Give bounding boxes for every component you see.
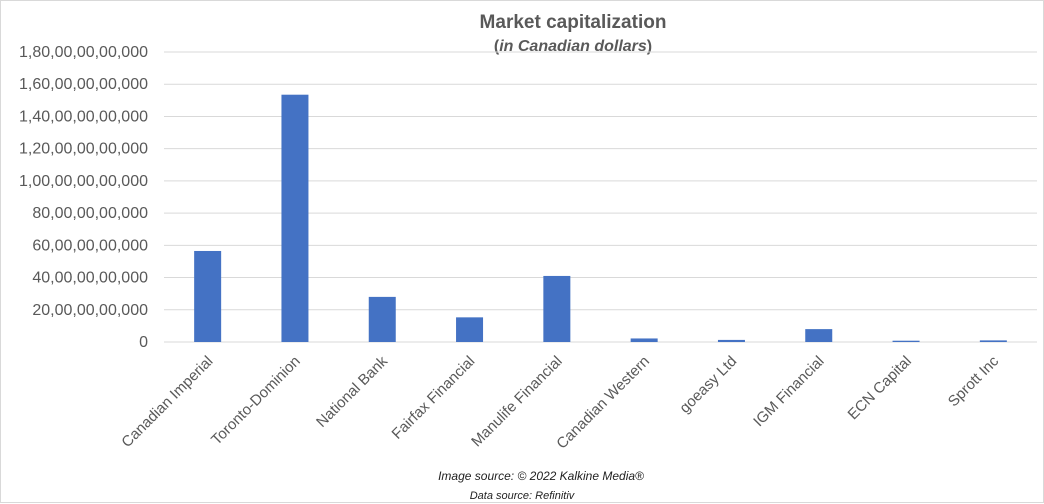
- y-tick-label: 1,80,00,00,00,000: [19, 44, 148, 61]
- x-tick-label: Manulife Financial: [468, 353, 566, 451]
- bar: [368, 296, 396, 342]
- y-tick-label: 60,00,00,00,000: [32, 237, 148, 254]
- y-tick-label: 40,00,00,00,000: [32, 270, 148, 287]
- y-tick-label: 1,00,00,00,00,000: [19, 173, 148, 190]
- bar: [456, 317, 484, 342]
- x-tick-label: Toronto-Dominion: [208, 353, 304, 449]
- bar: [892, 340, 920, 342]
- y-tick-label: 0: [139, 334, 148, 351]
- x-tick-label: Fairfax Financial: [389, 353, 479, 443]
- image-source-note: Image source: © 2022 Kalkine Media®: [438, 469, 644, 483]
- bar: [194, 250, 222, 342]
- x-tick-label: Sprott Inc: [945, 352, 1003, 410]
- bar: [979, 340, 1007, 342]
- chart-subtitle: (in Canadian dollars): [494, 38, 652, 55]
- y-tick-label: 1,40,00,00,00,000: [19, 108, 148, 125]
- y-tick-label: 20,00,00,00,000: [32, 302, 148, 319]
- x-tick-label: IGM Financial: [750, 353, 827, 430]
- bar: [717, 339, 745, 342]
- gridlines: [164, 51, 1037, 343]
- x-tick-label: National Bank: [313, 352, 391, 430]
- chart-title: Market capitalization: [480, 12, 667, 33]
- bars: [194, 94, 1007, 342]
- subtitle-close: ): [647, 38, 652, 55]
- subtitle-text: in Canadian dollars: [499, 38, 647, 55]
- x-tick-label: Canadian Imperial: [118, 353, 216, 451]
- x-tick-label: goeasy Ltd: [676, 353, 740, 417]
- y-axis-ticks: 0 20,00,00,00,000 40,00,00,00,000 60,00,00,…: [19, 44, 148, 351]
- x-tick-label: ECN Capital: [844, 353, 914, 423]
- y-tick-label: 1,60,00,00,00,000: [19, 76, 148, 93]
- bar: [543, 275, 571, 342]
- subtitle-open: (: [494, 38, 500, 55]
- y-tick-label: 1,20,00,00,00,000: [19, 141, 148, 158]
- bar: [630, 338, 658, 342]
- bar: [281, 94, 309, 342]
- y-tick-label: 80,00,00,00,000: [32, 205, 148, 222]
- x-tick-label: Canadian Western: [553, 353, 653, 453]
- data-source-note: Data source: Refinitiv: [470, 490, 576, 502]
- bar: [805, 329, 833, 342]
